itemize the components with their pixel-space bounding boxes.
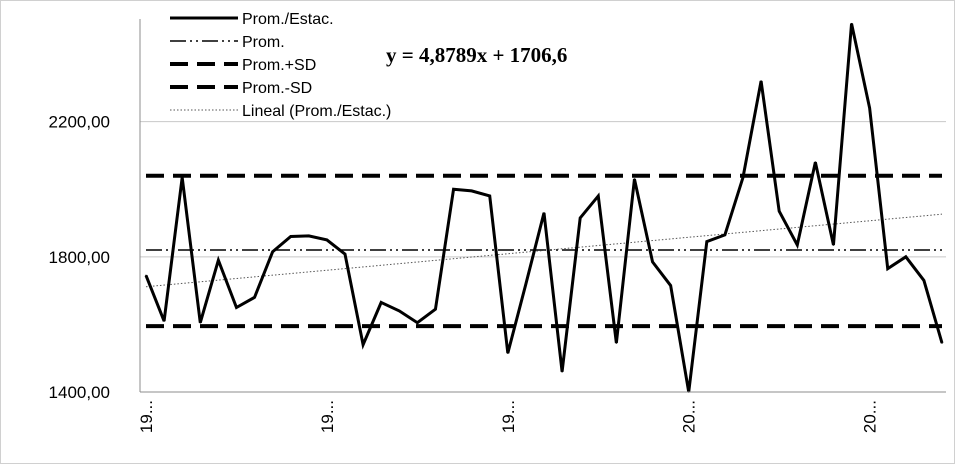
data-point (416, 321, 419, 324)
x-tick-label: 19... (137, 400, 156, 433)
data-point (470, 190, 473, 192)
data-point (832, 244, 835, 246)
data-point (253, 296, 256, 299)
data-point (814, 161, 817, 163)
data-point (308, 235, 310, 237)
x-tick-labels: 19... 19... 19... 20... 20... (137, 400, 880, 433)
data-point (362, 343, 364, 346)
data-point (886, 267, 889, 270)
legend-label: Prom.-SD (242, 80, 312, 97)
data-point (615, 342, 618, 344)
data-point (850, 22, 853, 25)
data-point (706, 240, 708, 243)
data-point (651, 261, 654, 263)
data-point (434, 308, 437, 310)
series-line-Prom./Estac. (144, 23, 944, 393)
data-point (579, 217, 581, 219)
data-point (868, 107, 871, 109)
legend-label: Prom. (242, 34, 285, 51)
data-point (778, 210, 780, 212)
x-tick-label: 20... (861, 400, 880, 433)
trendline-equation: y = 4,8789x + 1706,6 (386, 43, 567, 67)
data-point (543, 212, 545, 214)
data-point (742, 176, 744, 179)
legend-label: Prom./Estac. (242, 11, 334, 28)
data-point (199, 321, 202, 324)
data-point (235, 306, 238, 309)
x-tick-label: 19... (318, 400, 337, 433)
data-point (398, 310, 401, 312)
data-point (669, 284, 672, 287)
y-tick-label: 2200,00 (49, 113, 110, 132)
reference-lines (145, 173, 943, 329)
data-point (380, 301, 382, 304)
data-point (760, 80, 762, 82)
data-point (344, 253, 346, 255)
y-tick-label: 1800,00 (49, 248, 110, 267)
x-tick-label: 19... (499, 400, 518, 433)
data-point (163, 320, 165, 322)
data-point (181, 176, 183, 179)
data-point (597, 195, 600, 197)
series-layer (144, 22, 944, 393)
data-point (507, 352, 509, 354)
data-point (633, 178, 636, 180)
y-tick-label: 1400,00 (49, 383, 110, 402)
data-point (525, 283, 527, 285)
gridlines (140, 121, 946, 393)
data-point (488, 195, 491, 197)
data-point (326, 239, 328, 241)
data-point (923, 279, 925, 282)
legend-label: Prom.+SD (242, 57, 316, 74)
y-tick-labels: 1400,00 1800,00 2200,00 (49, 113, 110, 402)
data-point (145, 274, 147, 277)
data-point (289, 235, 292, 238)
x-tick-label: 20... (680, 400, 699, 433)
data-point (905, 256, 907, 258)
data-point (452, 188, 455, 191)
data-point (941, 342, 943, 344)
series-line-Lineal (Prom./Estac.) (145, 213, 943, 288)
data-point (561, 370, 563, 373)
data-point (796, 244, 799, 246)
legend: Prom./Estac. Prom. Prom.+SD Prom.-SD Lineal … (170, 11, 391, 120)
data-point (724, 234, 726, 236)
data-point (217, 259, 220, 261)
data-point (271, 250, 274, 253)
axes (139, 19, 946, 393)
legend-label: Lineal (Prom./Estac.) (242, 103, 391, 120)
